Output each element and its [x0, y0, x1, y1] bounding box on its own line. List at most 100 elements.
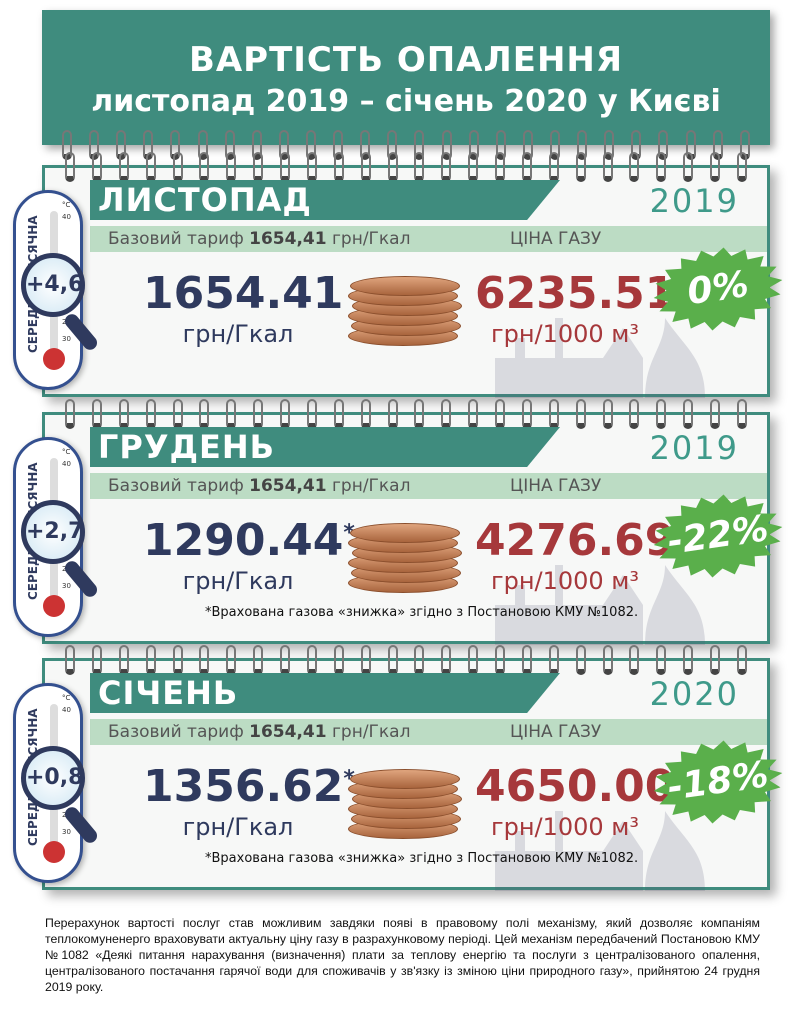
- factory-icon: [495, 811, 705, 891]
- spiral-ring: [360, 399, 371, 429]
- thermometer-icon: СЕРЕДНЬОМІСЯЧНА °C 40 20 30 +0,8: [13, 683, 100, 883]
- spiral-ring: [251, 130, 262, 160]
- scale-tick: 30: [62, 335, 71, 343]
- spiral-ring: [387, 399, 398, 429]
- tariff-unit: грн/Гкал: [182, 320, 294, 348]
- spiral-ring: [631, 130, 642, 160]
- magnifier-handle: [62, 558, 100, 600]
- tariff-number: 1356.62: [143, 761, 344, 812]
- spiral-ring: [253, 152, 264, 182]
- scale-unit: °C: [62, 201, 71, 209]
- magnifier-handle: [62, 804, 100, 846]
- scale-tick: 40: [62, 460, 71, 468]
- spiral-ring: [710, 645, 720, 675]
- spiral-ring: [577, 130, 588, 160]
- spiral-ring: [333, 152, 344, 182]
- spiral-ring: [360, 645, 371, 675]
- spiral-ring: [306, 645, 317, 675]
- month-name: ГРУДЕНЬ: [90, 427, 560, 467]
- spiral-ring: [143, 130, 154, 160]
- base-tariff-unit: грн/Гкал: [331, 476, 411, 496]
- base-tariff-label: Базовий тариф: [108, 722, 244, 742]
- year: 2019: [649, 182, 739, 220]
- spiral-ring: [710, 399, 720, 429]
- footnote: *Врахована газова «знижка» згідно з Пост…: [205, 851, 639, 866]
- spiral-ring: [575, 399, 586, 429]
- month-name: СІЧЕНЬ: [90, 673, 560, 713]
- spiral-ring: [414, 152, 425, 182]
- spiral-ring: [305, 130, 316, 160]
- calendar-spiral-binding: [65, 152, 747, 182]
- spiral-ring: [602, 645, 613, 675]
- spiral-ring: [414, 130, 425, 160]
- spiral-ring: [170, 130, 181, 160]
- tariff-unit: грн/Гкал: [182, 567, 294, 595]
- spiral-ring: [145, 645, 156, 675]
- spiral-ring: [253, 399, 264, 429]
- base-tariff-unit: грн/Гкал: [331, 722, 411, 742]
- gas-price-unit: грн/1000 м³: [490, 320, 640, 348]
- spiral-ring: [736, 152, 747, 182]
- title-subtitle: листопад 2019 – січень 2020 у Києві: [91, 84, 721, 119]
- footnote: *Врахована газова «знижка» згідно з Пост…: [205, 605, 639, 620]
- spiral-ring: [441, 152, 452, 182]
- spiral-ring: [172, 152, 183, 182]
- spiral-ring: [387, 645, 398, 675]
- info-band: Базовий тариф 1654,41 грн/Гкал ЦІНА ГАЗУ: [90, 473, 767, 499]
- spiral-ring: [604, 130, 615, 160]
- spiral-ring: [172, 399, 183, 429]
- spiral-ring: [468, 152, 479, 182]
- spiral-ring: [710, 152, 720, 182]
- spiral-ring: [468, 130, 479, 160]
- scale-tick: 30: [62, 582, 71, 590]
- spiral-ring: [739, 130, 750, 160]
- spiral-ring: [575, 152, 586, 182]
- temperature-value: +2,7: [21, 500, 85, 564]
- spiral-ring: [468, 645, 479, 675]
- scale-tick: 40: [62, 706, 71, 714]
- spiral-ring: [521, 645, 532, 675]
- gas-price-label: ЦІНА ГАЗУ: [510, 476, 602, 496]
- spiral-ring: [736, 645, 747, 675]
- spiral-ring: [62, 130, 72, 160]
- base-tariff-label: Базовий тариф: [108, 476, 244, 496]
- tariff-unit: грн/Гкал: [182, 813, 294, 841]
- spiral-ring: [118, 399, 129, 429]
- coins-icon: [348, 769, 463, 839]
- calendar-spiral-binding: [65, 399, 747, 429]
- gas-price-value: 4276.69: [475, 515, 676, 566]
- spiral-ring: [197, 130, 208, 160]
- base-tariff-value: 1654,41: [249, 476, 327, 496]
- spiral-ring: [629, 399, 640, 429]
- base-tariff: Базовий тариф 1654,41 грн/Гкал: [108, 473, 410, 499]
- magnifier-handle: [62, 311, 100, 353]
- spiral-ring: [145, 399, 156, 429]
- tariff-value: 1290.44*: [143, 515, 355, 566]
- gas-price-value: 4650.00: [475, 761, 676, 812]
- spiral-ring: [333, 645, 344, 675]
- spiral-ring: [549, 130, 560, 160]
- spiral-ring: [116, 130, 127, 160]
- spiral-ring: [333, 399, 344, 429]
- spiral-ring: [495, 399, 505, 429]
- spiral-ring: [683, 645, 694, 675]
- scale-tick: 40: [62, 213, 71, 221]
- spiral-ring: [387, 152, 398, 182]
- spiral-ring: [91, 152, 102, 182]
- spiral-ring: [199, 399, 210, 429]
- spiral-ring: [521, 152, 532, 182]
- spiral-ring: [280, 152, 290, 182]
- spiral-ring: [199, 645, 210, 675]
- gas-price-label: ЦІНА ГАЗУ: [510, 722, 602, 742]
- thermometer-icon: СЕРЕДНЬОМІСЯЧНА °C 40 20 30 +2,7: [13, 437, 100, 637]
- tariff-value: 1356.62*: [143, 761, 355, 812]
- title-banner: ВАРТІСТЬ ОПАЛЕННЯ листопад 2019 – січень…: [42, 10, 770, 160]
- spiral-ring: [199, 152, 210, 182]
- spiral-ring: [91, 399, 102, 429]
- gas-price-unit: грн/1000 м³: [490, 567, 640, 595]
- base-tariff: Базовий тариф 1654,41 грн/Гкал: [108, 226, 410, 252]
- spiral-ring: [65, 399, 75, 429]
- spiral-ring: [306, 399, 317, 429]
- coins-icon: [348, 276, 463, 346]
- month-card-0: ЛИСТОПАД 2019 Базовий тариф 1654,41 грн/…: [13, 152, 770, 398]
